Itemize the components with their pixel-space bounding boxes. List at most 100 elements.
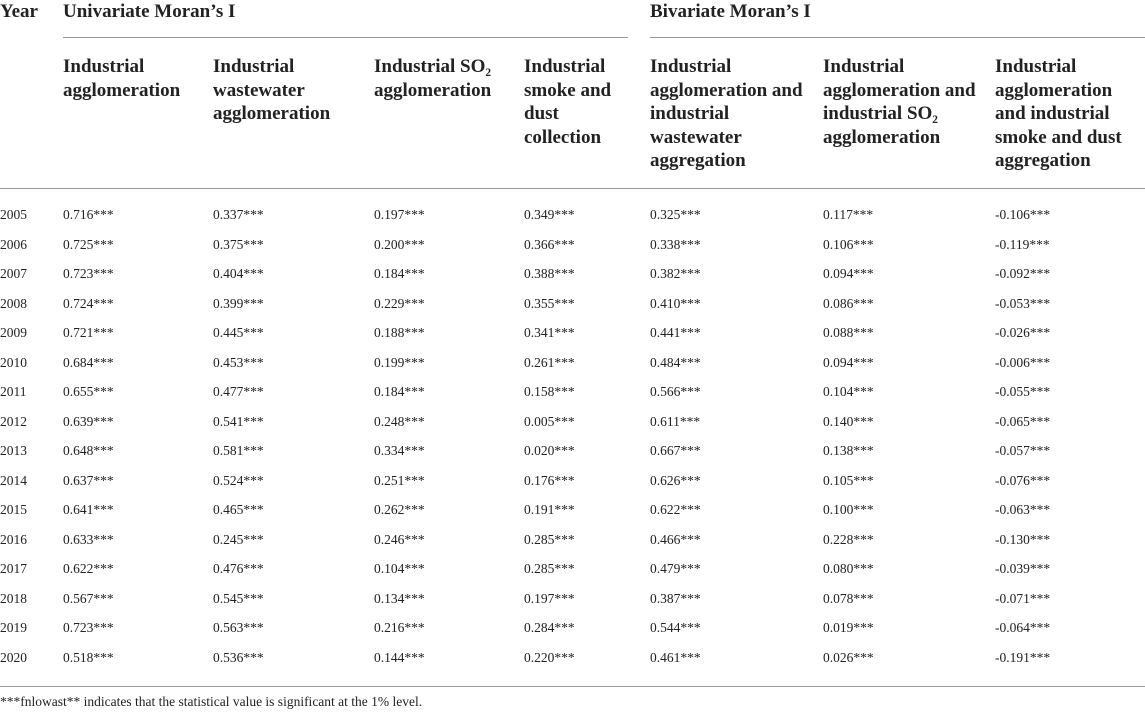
year-cell: 2014 — [0, 472, 27, 488]
value-cell: 0.228*** — [823, 531, 874, 547]
value-cell: 0.648*** — [63, 443, 114, 458]
footnote: ***fnlowast** indicates that the statist… — [0, 694, 423, 709]
value-cell: 0.465*** — [213, 502, 264, 517]
value-cell: 0.518*** — [63, 649, 114, 665]
value-cell: 0.104*** — [823, 384, 874, 399]
value-cell: -0.064*** — [995, 620, 1051, 635]
value-cell: 0.086*** — [823, 295, 874, 311]
year-cell: 2008 — [0, 295, 27, 311]
value-cell: 0.176*** — [524, 472, 575, 488]
column-header: Industrial agglomeration and industrial … — [650, 56, 803, 171]
value-cell: 0.566*** — [650, 384, 701, 399]
value-cell: 0.337*** — [213, 207, 264, 222]
value-cell: 0.723*** — [63, 620, 114, 635]
value-cell: 0.461*** — [650, 649, 701, 665]
value-cell: 0.188*** — [374, 325, 425, 340]
group-header: Univariate Moran’s I — [63, 1, 236, 22]
column-header: Industrial agglomeration and industrial … — [823, 56, 976, 148]
value-cell: 0.184*** — [374, 384, 425, 399]
value-cell: 0.197*** — [374, 207, 425, 222]
year-cell: 2020 — [0, 649, 27, 665]
value-cell: 0.479*** — [650, 561, 701, 576]
value-cell: 0.284*** — [524, 620, 575, 635]
group-header: Year — [0, 1, 38, 22]
value-cell: 0.262*** — [374, 502, 425, 517]
value-cell: 0.466*** — [650, 531, 701, 547]
year-cell: 2017 — [0, 561, 27, 576]
value-cell: 0.094*** — [823, 266, 874, 281]
value-cell: -0.191*** — [995, 649, 1051, 665]
value-cell: 0.477*** — [213, 384, 264, 399]
value-cell: 0.639*** — [63, 413, 114, 429]
value-cell: -0.092*** — [995, 266, 1051, 281]
value-cell: 0.144*** — [374, 649, 425, 665]
value-cell: 0.134*** — [374, 590, 425, 606]
value-cell: 0.080*** — [823, 561, 874, 576]
value-cell: 0.637*** — [63, 472, 114, 488]
value-cell: 0.020*** — [524, 443, 575, 458]
value-cell: 0.138*** — [823, 443, 874, 458]
value-cell: -0.055*** — [995, 384, 1051, 399]
column-header: Industrial smoke and dust collection — [524, 56, 612, 148]
column-header: Industrial SO₂ agglomeration — [374, 56, 492, 101]
year-cell: 2012 — [0, 413, 27, 429]
value-cell: 0.581*** — [213, 443, 264, 458]
value-cell: 0.158*** — [524, 384, 575, 399]
year-cell: 2019 — [0, 620, 27, 635]
year-cell: 2007 — [0, 266, 27, 281]
value-cell: 0.184*** — [374, 266, 425, 281]
value-cell: 0.641*** — [63, 502, 114, 517]
value-cell: 0.544*** — [650, 620, 701, 635]
year-cell: 2018 — [0, 590, 27, 606]
year-cell: 2015 — [0, 502, 27, 517]
value-cell: 0.404*** — [213, 266, 264, 281]
value-cell: 0.382*** — [650, 266, 701, 281]
value-cell: -0.076*** — [995, 472, 1051, 488]
value-cell: 0.441*** — [650, 325, 701, 340]
year-cell: 2009 — [0, 325, 27, 340]
value-cell: 0.622*** — [650, 502, 701, 517]
year-cell: 2005 — [0, 207, 27, 222]
value-cell: 0.388*** — [524, 266, 575, 281]
group-header: Bivariate Moran’s I — [650, 1, 811, 22]
value-cell: 0.545*** — [213, 590, 264, 606]
value-cell: -0.053*** — [995, 295, 1051, 311]
value-cell: 0.341*** — [524, 325, 575, 340]
value-cell: -0.130*** — [995, 531, 1051, 547]
value-cell: 0.191*** — [524, 502, 575, 517]
value-cell: 0.026*** — [823, 649, 874, 665]
year-cell: 2010 — [0, 354, 27, 370]
value-cell: 0.524*** — [213, 472, 264, 488]
value-cell: 0.248*** — [374, 413, 425, 429]
value-cell: 0.285*** — [524, 561, 575, 576]
year-cell: 2006 — [0, 236, 27, 252]
year-cell: 2013 — [0, 443, 27, 458]
value-cell: 0.197*** — [524, 590, 575, 606]
value-cell: -0.026*** — [995, 325, 1051, 340]
value-cell: -0.057*** — [995, 443, 1051, 458]
value-cell: 0.723*** — [63, 266, 114, 281]
value-cell: 0.622*** — [63, 561, 114, 576]
value-cell: 0.536*** — [213, 649, 264, 665]
value-cell: 0.349*** — [524, 207, 575, 222]
value-cell: 0.453*** — [213, 354, 264, 370]
group-rule — [63, 37, 628, 38]
value-cell: 0.005*** — [524, 413, 575, 429]
value-cell: 0.220*** — [524, 649, 575, 665]
value-cell: 0.140*** — [823, 413, 874, 429]
value-cell: 0.334*** — [374, 443, 425, 458]
bottom-rule — [0, 686, 1145, 687]
value-cell: -0.119*** — [995, 236, 1050, 252]
value-cell: 0.725*** — [63, 236, 114, 252]
value-cell: -0.065*** — [995, 413, 1051, 429]
value-cell: -0.106*** — [995, 207, 1051, 222]
year-cell: 2011 — [0, 384, 27, 399]
value-cell: 0.387*** — [650, 590, 701, 606]
value-cell: 0.325*** — [650, 207, 701, 222]
value-cell: 0.246*** — [374, 531, 425, 547]
value-cell: 0.667*** — [650, 443, 701, 458]
value-cell: 0.200*** — [374, 236, 425, 252]
value-cell: 0.399*** — [213, 295, 264, 311]
value-cell: 0.563*** — [213, 620, 264, 635]
